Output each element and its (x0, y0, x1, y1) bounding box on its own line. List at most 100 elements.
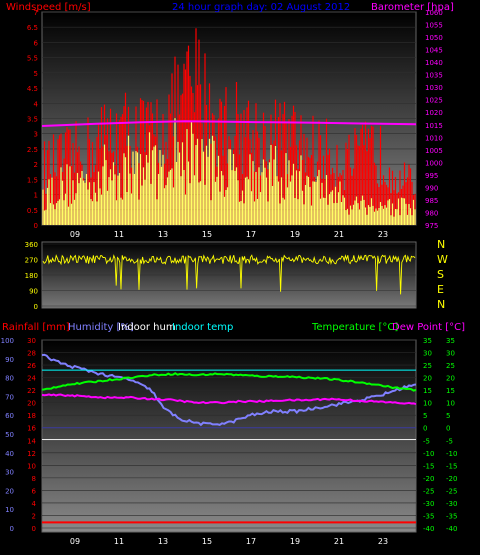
rain-tick-label: 22 (27, 387, 36, 395)
barometer-tick-label: 1055 (425, 22, 443, 30)
x-tick-label: 19 (290, 537, 300, 546)
barometer-tick-label: 1040 (425, 59, 443, 67)
x-tick-label: 13 (158, 230, 168, 239)
windspeed-tick-label: 0.5 (27, 207, 38, 215)
direction-tick-label: 360 (25, 241, 38, 249)
dewpoint-tick-label: 25 (446, 362, 455, 370)
compass-label: N (437, 238, 445, 251)
humidity-tick-label: 0 (10, 525, 14, 533)
legend-temperature: Temperature [°C] (311, 322, 398, 333)
wind-direction-series (42, 254, 416, 295)
rain-tick-label: 2 (32, 512, 36, 520)
dewpoint-tick-label: 0 (446, 425, 450, 433)
rain-tick-label: 18 (27, 412, 36, 420)
temp-tick-label: -10 (423, 450, 434, 458)
compass-label: S (437, 268, 444, 281)
rain-tick-label: 28 (27, 350, 36, 358)
x-tick-label: 15 (202, 230, 212, 239)
dewpoint-tick-label: -35 (446, 512, 457, 520)
barometer-line (41, 120, 417, 127)
barometer-series (41, 120, 417, 127)
direction-tick-labels: 0 90 180 270 360 (25, 241, 38, 311)
compass-label: W (437, 253, 448, 266)
barometer-tick-label: 990 (425, 184, 438, 192)
dewpoint-tick-label: -25 (446, 487, 457, 495)
legend-humidity: Humidity [%] (68, 322, 134, 333)
rain-tick-label: 10 (27, 462, 36, 470)
temp-tick-label: -20 (423, 475, 434, 483)
x-tick-label: 23 (378, 230, 388, 239)
humidity-tick-label: 50 (5, 431, 14, 439)
barometer-tick-label: 1020 (425, 109, 443, 117)
temp-tick-label: -30 (423, 500, 434, 508)
x-tick-label: 17 (246, 230, 256, 239)
temp-tick-label: 15 (423, 387, 432, 395)
dewpoint-tick-label: 35 (446, 337, 455, 345)
temp-tick-label: -5 (423, 437, 430, 445)
humidity-tick-label: 10 (5, 506, 14, 514)
windspeed-tick-label: 6 (34, 39, 39, 47)
temp-tick-label: -35 (423, 512, 434, 520)
barometer-axis-label: Barometer [hpa] (371, 2, 454, 13)
windspeed-tick-label: 1 (34, 192, 38, 200)
windspeed-axis-label: Windspeed [m/s] (6, 2, 91, 13)
rain-tick-label: 6 (32, 487, 37, 495)
barometer-tick-label: 985 (425, 197, 438, 205)
windspeed-tick-label: 5 (34, 70, 38, 78)
humidity-tick-label: 100 (1, 337, 14, 345)
dewpoint-tick-label: -20 (446, 475, 457, 483)
x-tick-label: 23 (378, 537, 388, 546)
barometer-tick-label: 980 (425, 209, 438, 217)
x-tick-label: 13 (158, 537, 168, 546)
temp-tick-label: 5 (423, 412, 427, 420)
dewpoint-tick-label: 20 (446, 375, 455, 383)
temp-tick-label: 0 (423, 425, 427, 433)
compass-label: E (437, 283, 444, 296)
legend-indoor-hum: Indoor hum (118, 322, 176, 333)
dewpoint-tick-label: 10 (446, 400, 455, 408)
barometer-tick-label: 1030 (425, 84, 443, 92)
humidity-tick-label: 60 (5, 412, 14, 420)
dewpoint-tick-label: -30 (446, 500, 457, 508)
legend-dew-point: Dew Point [°C] (392, 322, 465, 333)
windspeed-tick-label: 3.5 (27, 116, 38, 124)
windspeed-tick-labels: 0 0.5 1 1.5 2 2.5 3 3.5 4 4.5 5 5.5 6 6.5 7 (27, 9, 39, 230)
rain-tick-label: 16 (27, 425, 36, 433)
x-tick-label: 19 (290, 230, 300, 239)
dewpoint-tick-label: -15 (446, 462, 457, 470)
rain-tick-label: 12 (27, 450, 36, 458)
x-tick-label: 17 (246, 537, 256, 546)
humidity-tick-label: 80 (5, 375, 14, 383)
x-tick-label: 21 (334, 230, 344, 239)
temp-tick-label: -15 (423, 462, 434, 470)
humidity-tick-label: 30 (5, 469, 14, 477)
temp-tick-label: -25 (423, 487, 434, 495)
humidity-tick-label: 20 (5, 487, 14, 495)
temp-tick-label: 20 (423, 375, 432, 383)
barometer-tick-label: 1010 (425, 134, 443, 142)
wind-x-tick-labels: 09 11 13 15 17 19 21 23 (70, 230, 388, 239)
temp-series (41, 353, 417, 524)
windspeed-tick-label: 1.5 (27, 176, 38, 184)
x-tick-label: 09 (70, 537, 80, 546)
barometer-tick-label: 1025 (425, 97, 443, 105)
rain-tick-label: 24 (27, 375, 36, 383)
rain-tick-label: 14 (27, 437, 36, 445)
temperature-tick-labels: -40 -40 -35 -35 -30 -30 -25 -25 -20 -20 -15 -15 -10 -… (423, 337, 457, 533)
humidity-tick-label: 90 (5, 356, 14, 364)
wind-bars (42, 28, 416, 225)
temp-x-tick-labels: 09 11 13 15 17 19 21 23 (70, 537, 388, 546)
chart-title: 24 hour graph day: 02 August 2012 (172, 2, 350, 13)
humidity-tick-label: 40 (5, 450, 14, 458)
barometer-tick-label: 975 (425, 222, 438, 230)
rain-tick-label: 30 (27, 337, 36, 345)
windspeed-tick-label: 7 (34, 9, 38, 17)
legend-indoor-temp: Indoor temp (172, 322, 233, 333)
temp-tick-label: 10 (423, 400, 432, 408)
wind-barometer-panel: 00.511.522.533.544.555.566.57 9759809859… (6, 2, 454, 239)
dewpoint-tick-label: -5 (446, 437, 453, 445)
